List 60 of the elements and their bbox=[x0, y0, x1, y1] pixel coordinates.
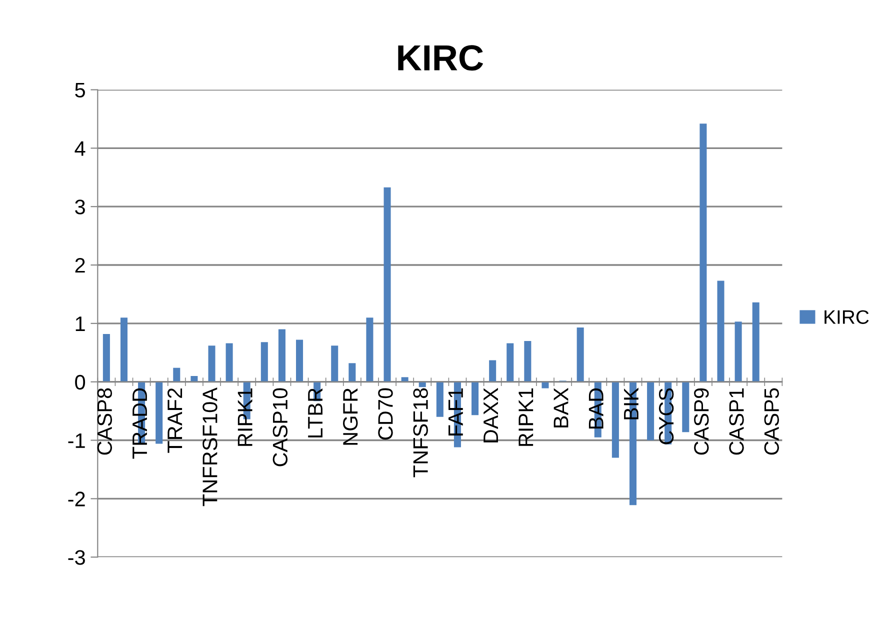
bar bbox=[348, 363, 356, 382]
x-tick-label: LTBR bbox=[308, 388, 322, 438]
bar bbox=[436, 382, 444, 417]
bar bbox=[752, 302, 760, 382]
y-tick-label: -3 bbox=[68, 550, 85, 565]
x-tick-label: CASP1 bbox=[729, 388, 744, 455]
bar bbox=[190, 376, 198, 382]
y-tick-label: 1 bbox=[76, 316, 85, 331]
x-tick-label: BAD bbox=[588, 388, 604, 429]
bar bbox=[102, 334, 110, 382]
x-tick-label: TRAF2 bbox=[167, 388, 182, 453]
bar bbox=[384, 187, 391, 382]
chart-title: KIRC bbox=[398, 45, 484, 71]
bar bbox=[331, 346, 338, 382]
bar bbox=[296, 340, 304, 382]
bar bbox=[524, 340, 532, 382]
bar bbox=[401, 377, 408, 382]
y-tick-label: -2 bbox=[68, 492, 85, 506]
bar bbox=[120, 318, 128, 382]
bar bbox=[173, 368, 180, 382]
bar bbox=[366, 318, 374, 382]
bar bbox=[734, 322, 742, 382]
bar bbox=[489, 360, 496, 382]
bar bbox=[226, 343, 233, 382]
bar bbox=[700, 124, 707, 382]
x-tick-label: RIPK1 bbox=[238, 388, 252, 446]
x-tick-label: NGFR bbox=[343, 388, 358, 445]
x-tick-label: TNFSF18 bbox=[413, 388, 428, 478]
bar bbox=[472, 382, 479, 416]
y-tick-label: -1 bbox=[68, 433, 85, 448]
y-tick-label: 4 bbox=[74, 141, 86, 156]
y-tick-label: 2 bbox=[75, 258, 85, 273]
x-tick-label: CASP5 bbox=[764, 388, 779, 455]
x-tick-label: CD70 bbox=[378, 388, 393, 440]
y-tick-label: 3 bbox=[75, 200, 85, 214]
x-tick-label: CASP8 bbox=[97, 388, 112, 455]
bar bbox=[542, 382, 549, 388]
x-tick-label: BAX bbox=[554, 388, 568, 428]
y-tick-label: 0 bbox=[75, 374, 86, 390]
x-tick-label: CASP10 bbox=[272, 388, 288, 466]
bar bbox=[717, 280, 724, 382]
y-tick-label: 5 bbox=[75, 82, 85, 98]
bar bbox=[156, 382, 163, 444]
x-tick-label: TNFRSF10A bbox=[202, 387, 218, 506]
x-tick-label: RIPK1 bbox=[518, 388, 534, 446]
bar bbox=[612, 382, 619, 458]
bar bbox=[576, 328, 584, 382]
bar bbox=[260, 342, 268, 382]
x-tick-label: DAXX bbox=[484, 388, 498, 442]
x-tick-label: TRADD bbox=[132, 388, 147, 459]
bar bbox=[506, 343, 514, 382]
bar bbox=[208, 346, 216, 382]
bar bbox=[682, 382, 690, 432]
x-tick-label: FAF1 bbox=[448, 388, 463, 436]
x-tick-label: BIK bbox=[624, 388, 638, 420]
x-tick-label: CASP9 bbox=[694, 388, 709, 455]
legend-label: KIRC bbox=[824, 310, 869, 324]
bar bbox=[647, 382, 654, 440]
x-tick-label: CYCS bbox=[658, 388, 674, 444]
bar bbox=[278, 329, 286, 382]
